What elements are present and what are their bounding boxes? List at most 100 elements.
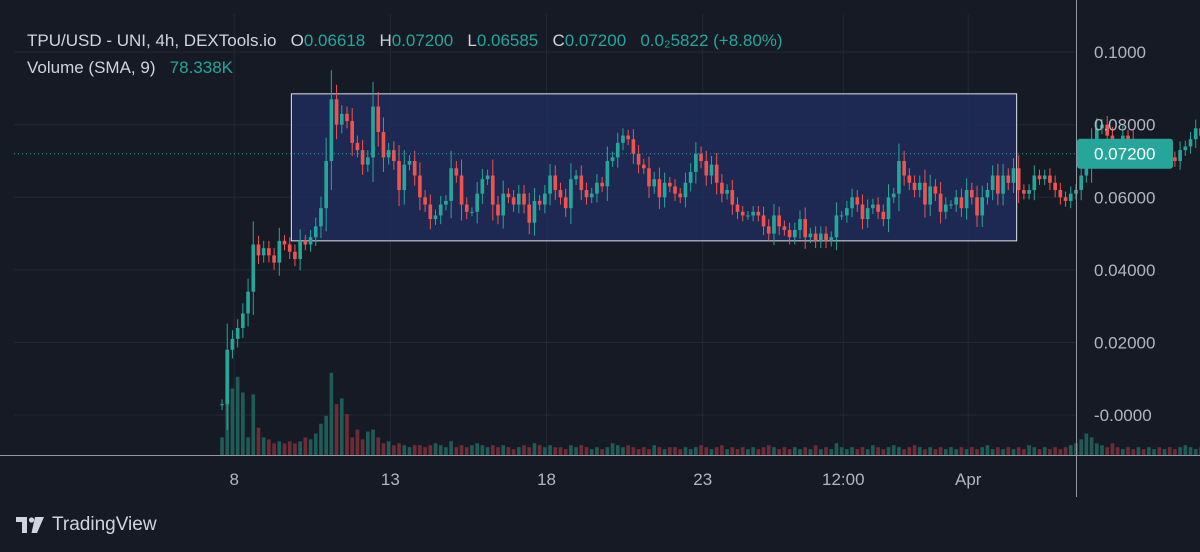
volume-bar [261, 437, 266, 455]
candle-body [287, 244, 292, 252]
candle-body [246, 291, 250, 314]
volume-bar [798, 449, 802, 455]
volume-bar [256, 427, 261, 455]
tradingview-logo[interactable]: TradingView [16, 514, 157, 536]
volume-bar [943, 449, 948, 455]
candle-body [511, 197, 516, 205]
volume-bar [891, 445, 896, 455]
volume-bar [449, 441, 453, 455]
candle-body [917, 182, 922, 191]
volume-bar [490, 445, 495, 455]
candle-body [990, 175, 995, 191]
low-value: 0.06585 [476, 31, 539, 50]
volume-bar [615, 445, 620, 455]
volume-bar [845, 449, 849, 455]
candle-body [813, 233, 818, 241]
candle-body [293, 251, 297, 259]
volume-bar [360, 439, 365, 455]
volume-bar [282, 443, 287, 455]
volume-bar [589, 449, 594, 455]
candle-body [1084, 168, 1089, 176]
candle-body [1048, 175, 1052, 183]
volume-bar [355, 429, 360, 455]
volume-bar [532, 443, 537, 455]
volume-bar [808, 449, 813, 455]
volume-bar [766, 445, 771, 455]
volume-bar [1173, 449, 1177, 455]
volume-bar [1022, 449, 1026, 455]
volume-bar [855, 449, 860, 455]
candle-body [678, 193, 683, 198]
volume-bar [990, 449, 995, 455]
volume-bar [730, 447, 735, 455]
candle-body [371, 106, 375, 158]
candle-body [824, 233, 828, 241]
candle-body [553, 175, 558, 191]
volume-bar [537, 445, 542, 455]
volume-bar [418, 445, 422, 455]
candle-body [1074, 190, 1078, 194]
candle-body [569, 179, 573, 209]
candle-body [704, 161, 709, 176]
candle-body [1178, 150, 1182, 161]
volume-bar [850, 447, 854, 455]
candle-body [1188, 139, 1193, 147]
candle-body [850, 197, 854, 209]
candle-body [449, 168, 453, 201]
volume-bar [246, 437, 250, 455]
x-tick-label: Apr [955, 470, 982, 489]
candle-body [605, 161, 610, 187]
candle-body [1058, 190, 1063, 198]
volume-bar [756, 449, 761, 455]
volume-bar [485, 447, 490, 455]
volume-bar [933, 449, 938, 455]
candle-body [964, 190, 969, 209]
candle-body [480, 179, 485, 194]
volume-bar [881, 449, 886, 455]
candle-body [792, 229, 797, 238]
candle-body [444, 200, 448, 205]
candle-body [1053, 182, 1057, 191]
candle-body [589, 193, 594, 198]
candle-body [251, 244, 256, 292]
volume-bar [652, 445, 657, 455]
candle-body [855, 197, 860, 205]
symbol-title: TPU/USD - UNI, 4h, DEXTools.io [27, 31, 277, 50]
volume-bar [954, 449, 959, 455]
y-tick-label: 0.04000 [1094, 261, 1155, 280]
volume-bar [1115, 447, 1120, 455]
volume-bar [1027, 445, 1031, 455]
x-tick-label: 23 [693, 470, 712, 489]
last-price-layer: 0.07200 [14, 138, 1173, 169]
volume-value: 78.338K [169, 58, 234, 77]
candle-body [610, 157, 615, 161]
volume-bar [678, 449, 683, 455]
last-price-tag [1077, 138, 1173, 169]
candle-body [235, 327, 240, 339]
candle-body [516, 193, 521, 205]
volume-bar [496, 447, 500, 455]
candle-body [740, 211, 745, 216]
high-label: H [379, 31, 392, 50]
volume-bar [308, 439, 313, 455]
volume-bar [334, 404, 339, 455]
volume-bar [813, 445, 818, 455]
volume-bar [912, 445, 917, 455]
volume-bar [350, 437, 355, 455]
candle-body [839, 215, 844, 217]
candle-body [652, 179, 657, 187]
volume-bar [412, 445, 417, 455]
volume-bar [621, 447, 625, 455]
grid-lines [14, 14, 1076, 455]
volume-bar [751, 447, 755, 455]
volume-bar [345, 413, 349, 455]
volume-bar [626, 445, 630, 455]
volume-bar [1074, 443, 1078, 455]
volume-bar [365, 431, 370, 455]
y-axis-ticks: 0.1000 0.08000 0.06000 0.04000 0.02000 -0.000… [1094, 43, 1155, 425]
candle-body [975, 197, 979, 216]
volume-bar [319, 423, 323, 455]
volume-bar [516, 447, 521, 455]
volume-bar [1089, 437, 1094, 455]
